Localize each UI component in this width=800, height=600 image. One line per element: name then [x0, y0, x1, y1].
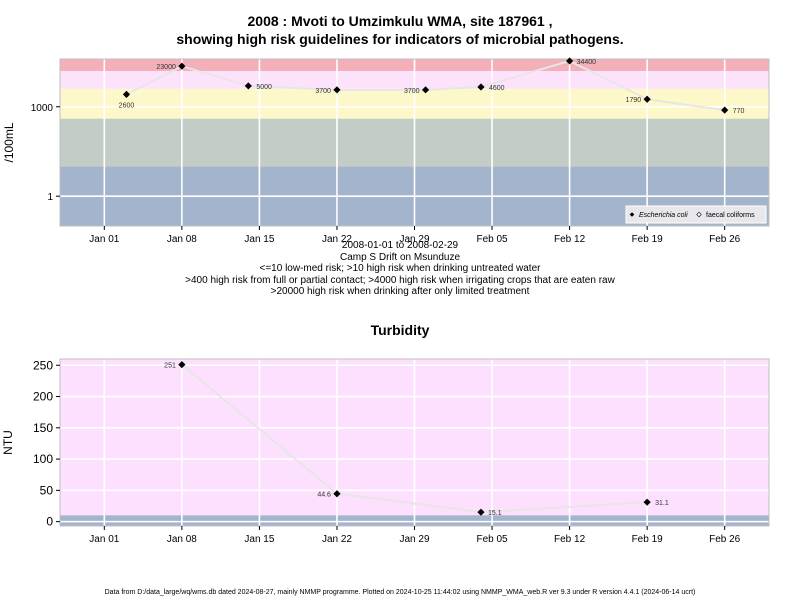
x-tick-label: Jan 08: [167, 234, 197, 245]
data-point: [244, 82, 252, 90]
data-point: [643, 498, 651, 506]
data-label: 31.1: [655, 500, 669, 507]
legend-label-faecal: faecal coliforms: [706, 212, 755, 219]
data-label: 23000: [156, 64, 176, 71]
data-label: 3700: [315, 88, 331, 95]
turbidity-title: Turbidity: [370, 322, 430, 338]
data-point: [178, 62, 186, 70]
x-tick-label: Jan 29: [399, 234, 429, 245]
data-label: 2600: [119, 102, 135, 109]
y-axis-label: /100mL: [2, 122, 16, 162]
data-label: 3700: [404, 88, 420, 95]
x-tick-label: Jan 22: [322, 234, 352, 245]
data-label: 4600: [489, 85, 505, 92]
ecoli-panel: Jan 01 Jan 08 Jan 15 Jan 22 Jan 29 Feb 05 Feb …: [2, 57, 770, 245]
x-tick-label: Jan 29: [399, 534, 429, 545]
data-label: 770: [733, 108, 745, 115]
y-axis-label: NTU: [1, 430, 15, 455]
x-tick-label: Feb 05: [476, 234, 508, 245]
x-tick-label: Feb 12: [554, 234, 586, 245]
data-point: [178, 361, 186, 369]
x-tick-label: Feb 26: [709, 534, 741, 545]
legend-box: [625, 205, 767, 224]
data-label: 1790: [626, 97, 642, 104]
x-tick-label: Feb 05: [476, 534, 508, 545]
x-tick-label: Jan 01: [89, 234, 119, 245]
y-tick-label: 250: [33, 358, 53, 372]
y-tick-label: 100: [33, 452, 53, 466]
x-tick-label: Feb 12: [554, 534, 586, 545]
x-tick-label: Jan 22: [322, 534, 352, 545]
data-label: 34400: [577, 59, 597, 66]
subtitle-site-name: Camp S Drift on Msunduze: [339, 251, 461, 263]
data-label: 251: [164, 363, 176, 370]
x-tick-label: Feb 26: [709, 234, 741, 245]
data-label: 44.6: [317, 492, 331, 499]
legend-marker-ecoli: [629, 212, 635, 217]
turbidity-panel: Jan 01 Jan 08 Jan 15 Jan 22 Jan 29 Feb 05 Feb …: [1, 358, 770, 545]
data-point: [122, 90, 131, 98]
y-tick-label: 50: [40, 483, 54, 497]
subtitle-date-range: 2008-01-01 to 2008-02-29: [341, 240, 459, 251]
data-label: 5000: [256, 84, 272, 91]
data-point: [565, 57, 574, 65]
chart-title-line-2: showing high risk guidelines for indicat…: [176, 31, 624, 47]
x-tick-label: Jan 08: [167, 534, 197, 545]
y-tick-label: 150: [33, 421, 53, 435]
subtitle-guideline-3: >20000 high risk when drinking after onl…: [270, 286, 530, 297]
data-label: 15.1: [488, 510, 502, 517]
x-tick-label: Jan 01: [89, 534, 119, 545]
data-point: [477, 83, 485, 91]
y-tick-label: 1000: [31, 103, 54, 114]
data-point: [333, 86, 341, 94]
subtitle-guideline-2: >400 high risk from full or partial cont…: [185, 274, 615, 286]
x-tick-label: Jan 15: [244, 534, 274, 545]
chart-title-line-1: 2008 : Mvoti to Umzimkulu WMA, site 1879…: [247, 13, 553, 29]
x-tick-label: Jan 15: [244, 234, 274, 245]
y-tick-label: 0: [46, 515, 53, 529]
x-tick-label: Feb 19: [632, 534, 664, 545]
subtitle-guideline-1: <=10 low-med risk; >10 high risk when dr…: [259, 263, 541, 274]
data-point: [721, 106, 729, 114]
data-point: [421, 86, 430, 94]
footer-note: Data from D:/data_large/wq/wms.db dated …: [104, 589, 696, 596]
chart-title: 2008 : Mvoti to Umzimkulu WMA, site 1879…: [0, 12, 800, 48]
x-tick-label: Feb 19: [632, 234, 664, 245]
data-point: [643, 95, 651, 103]
data-point: [333, 490, 341, 498]
y-tick-label: 200: [33, 390, 53, 404]
y-tick-label: 1: [47, 192, 53, 203]
chart-subtitle: 2008-01-01 to 2008-02-29 Camp S Drift on…: [0, 240, 800, 298]
legend-label-ecoli: Escherichia coli: [639, 212, 688, 219]
series-line: [181, 363, 648, 514]
legend: Escherichia coli faecal coliforms: [625, 205, 767, 224]
legend-marker-faecal: [696, 211, 702, 218]
data-point: [477, 508, 485, 516]
